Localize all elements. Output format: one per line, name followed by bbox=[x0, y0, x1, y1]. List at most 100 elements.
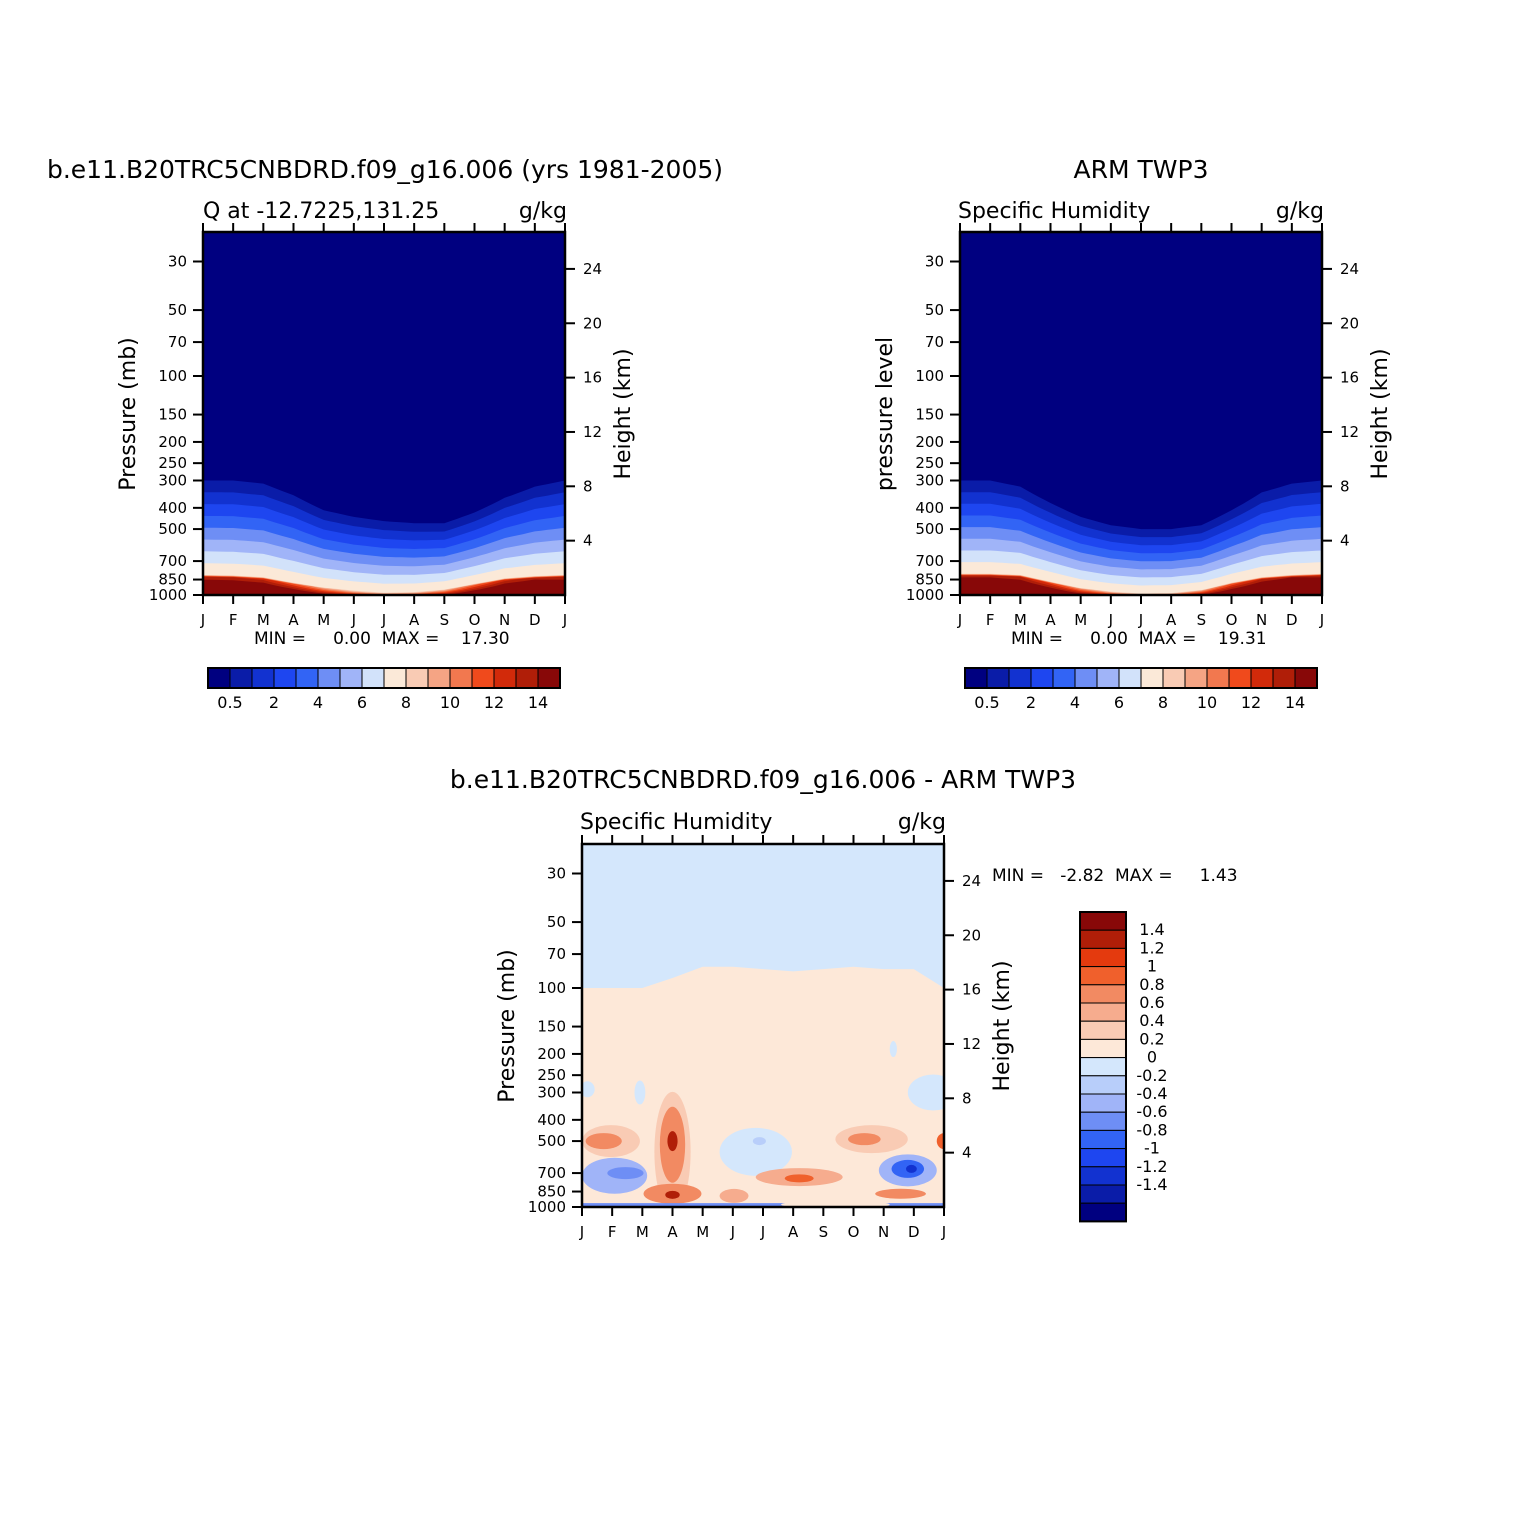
colorbar-label: 8 bbox=[401, 693, 411, 712]
x-tick-label: J bbox=[760, 1223, 765, 1241]
y-tick-label: 850 bbox=[158, 571, 187, 589]
diff-axes: J F M A M J J A S O N D J305070100150200250300400500… bbox=[528, 835, 981, 1241]
diff-stats: MIN = -2.82 MAX = 1.43 bbox=[992, 866, 1238, 886]
colorbar-swatch bbox=[273, 667, 297, 689]
colorbar-swatch bbox=[1030, 667, 1054, 689]
y2-tick-label: 20 bbox=[583, 314, 602, 332]
x-tick-label: M bbox=[1074, 611, 1087, 629]
colorbar-swatch bbox=[1074, 667, 1098, 689]
colorbar-label: 0 bbox=[1147, 1048, 1157, 1067]
y-tick-label: 850 bbox=[537, 1183, 566, 1201]
colorbar-swatch bbox=[1250, 667, 1274, 689]
x-tick-label: M bbox=[317, 611, 330, 629]
contour-blob bbox=[607, 1167, 644, 1180]
x-tick-label: J bbox=[579, 1223, 584, 1241]
y2-tick-label: 12 bbox=[1340, 423, 1359, 441]
diff-ylabel: Pressure (mb) bbox=[495, 949, 520, 1103]
colorbar-label: 0.6 bbox=[1139, 993, 1164, 1012]
colorbar-swatch bbox=[1079, 929, 1127, 949]
y2-tick-label: 20 bbox=[1340, 314, 1359, 332]
x-tick-label: O bbox=[848, 1223, 860, 1241]
y-tick-label: 700 bbox=[537, 1164, 566, 1182]
colorbar-label: 0.8 bbox=[1139, 975, 1164, 994]
x-tick-label: J bbox=[381, 611, 386, 629]
y2-tick-label: 8 bbox=[962, 1089, 972, 1107]
contour-blob bbox=[907, 1074, 944, 1111]
colorbar-swatch bbox=[1079, 984, 1127, 1004]
y2-tick-label: 8 bbox=[583, 477, 593, 495]
colorbar-label: 10 bbox=[440, 693, 460, 712]
y-tick-label: 150 bbox=[915, 406, 944, 424]
model-stats: MIN = 0.00 MAX = 17.30 bbox=[254, 629, 510, 649]
x-tick-label: D bbox=[529, 611, 541, 629]
contour-blob bbox=[665, 1190, 680, 1199]
colorbar-label: 6 bbox=[1114, 693, 1124, 712]
y-tick-label: 700 bbox=[158, 552, 187, 570]
obs-stats: MIN = 0.00 MAX = 19.31 bbox=[1011, 629, 1267, 649]
x-tick-label: J bbox=[957, 611, 962, 629]
colorbar-swatch bbox=[1079, 911, 1127, 931]
colorbar-label: 14 bbox=[528, 693, 548, 712]
x-tick-label: F bbox=[986, 611, 995, 629]
colorbar-frame bbox=[207, 667, 561, 689]
model-units: g/kg bbox=[519, 199, 567, 224]
x-tick-label: N bbox=[499, 611, 510, 629]
contour-band bbox=[582, 1203, 944, 1207]
colorbar-label: 10 bbox=[1197, 693, 1217, 712]
x-tick-label: S bbox=[819, 1223, 829, 1241]
diff-colorbar: 1.41.210.80.60.40.20-0.2-0.4-0.6-0.8-1-1… bbox=[1079, 911, 1168, 1223]
colorbar-swatch bbox=[1052, 667, 1076, 689]
contour-blob bbox=[585, 1133, 622, 1150]
colorbar-swatch bbox=[1079, 1202, 1127, 1222]
colorbar-label: -1.2 bbox=[1136, 1157, 1167, 1176]
contour-blob bbox=[889, 1041, 897, 1058]
diff-units: g/kg bbox=[898, 810, 946, 835]
contour-blob bbox=[752, 1137, 766, 1146]
colorbar-swatch bbox=[1096, 667, 1120, 689]
x-tick-label: J bbox=[941, 1223, 946, 1241]
obs-title: ARM TWP3 bbox=[1074, 155, 1209, 184]
model-subtitle-left: Q at -12.7225,131.25 bbox=[203, 199, 439, 224]
x-tick-label: D bbox=[908, 1223, 920, 1241]
obs-ylabel: pressure level bbox=[873, 337, 898, 491]
y-tick-label: 700 bbox=[915, 552, 944, 570]
colorbar-label: -0.6 bbox=[1136, 1102, 1167, 1121]
model-y2label: Height (km) bbox=[611, 348, 636, 479]
obs-y2label: Height (km) bbox=[1368, 348, 1393, 479]
colorbar-swatch bbox=[964, 667, 988, 689]
colorbar-swatch bbox=[493, 667, 517, 689]
contour-blob bbox=[719, 1127, 792, 1176]
colorbar-label: 2 bbox=[269, 693, 279, 712]
panel-diff: b.e11.B20TRC5CNBDRD.f09_g16.006 - ARM TW… bbox=[450, 765, 1238, 1241]
x-tick-label: O bbox=[1226, 611, 1238, 629]
colorbar-swatch bbox=[471, 667, 495, 689]
colorbar-swatch bbox=[1079, 1184, 1127, 1204]
colorbar-label: -0.4 bbox=[1136, 1084, 1167, 1103]
diff-subtitle-left: Specific Humidity bbox=[580, 810, 772, 835]
x-tick-label: A bbox=[288, 611, 299, 629]
contour-band bbox=[203, 579, 565, 595]
colorbar-swatch bbox=[317, 667, 341, 689]
y-tick-label: 250 bbox=[537, 1066, 566, 1084]
x-tick-label: N bbox=[1256, 611, 1267, 629]
y-tick-label: 100 bbox=[158, 367, 187, 385]
obs-subtitle-left: Specific Humidity bbox=[958, 199, 1150, 224]
y-tick-label: 400 bbox=[915, 499, 944, 517]
y-tick-label: 300 bbox=[915, 471, 944, 489]
colorbar-swatch bbox=[1206, 667, 1230, 689]
contour-blob bbox=[781, 1200, 890, 1207]
colorbar-swatch bbox=[537, 667, 561, 689]
y-tick-label: 100 bbox=[537, 979, 566, 997]
model-colorbar: 0.5 2 4 6 8 10 12 14 bbox=[207, 667, 561, 712]
x-tick-label: A bbox=[788, 1223, 799, 1241]
x-tick-label: A bbox=[667, 1223, 678, 1241]
colorbar-swatch bbox=[295, 667, 319, 689]
colorbar-label: 2 bbox=[1026, 693, 1036, 712]
y-tick-label: 50 bbox=[925, 301, 944, 319]
colorbar-swatch bbox=[1118, 667, 1142, 689]
y-tick-label: 250 bbox=[915, 454, 944, 472]
y-tick-label: 30 bbox=[925, 252, 944, 270]
colorbar-swatch bbox=[1272, 667, 1296, 689]
obs-axes: J F M A M J J A S O N D J305070100150200250300400500… bbox=[906, 223, 1359, 629]
